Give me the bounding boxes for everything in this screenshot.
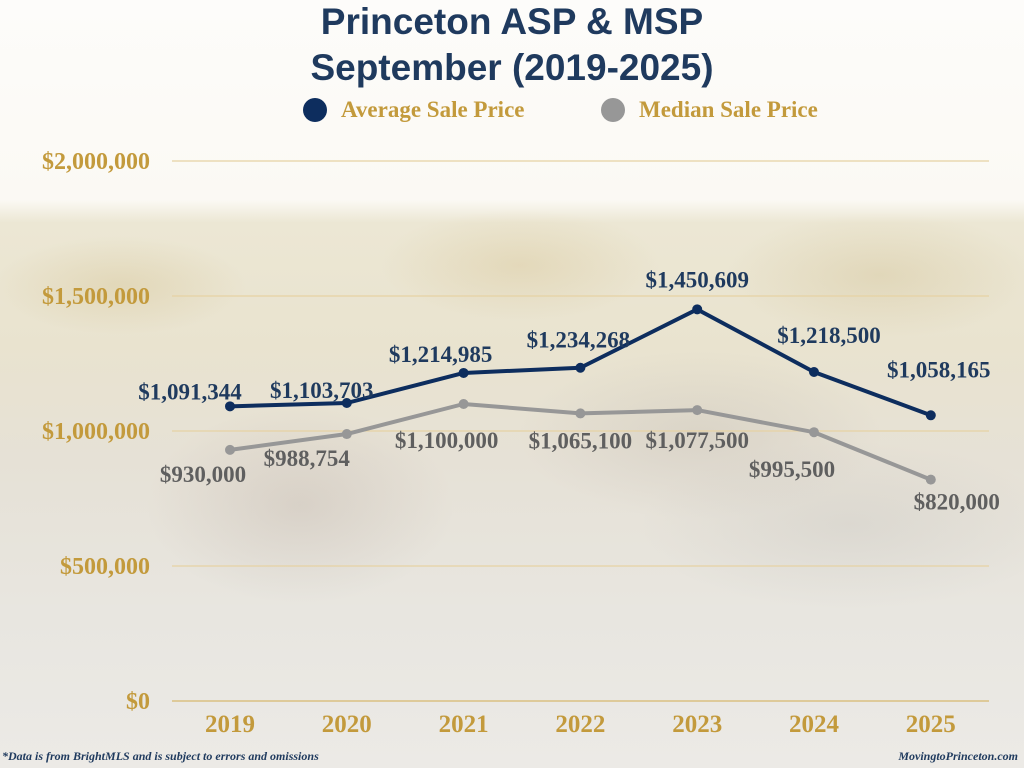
y-tick-label: $1,000,000 xyxy=(42,419,150,445)
chart-subtitle: September (2019-2025) xyxy=(310,47,714,88)
chart-title: Princeton ASP & MSP xyxy=(320,1,704,42)
data-point-median xyxy=(809,427,819,438)
site-credit: MovingtoPrinceton.com xyxy=(898,749,1018,763)
data-point-average xyxy=(925,410,936,421)
data-labels: $1,091,344 $1,103,703 $1,214,985 $1,234,268… xyxy=(138,267,1000,514)
x-tick-label: 2025 xyxy=(906,711,956,738)
series-points xyxy=(225,304,936,485)
data-point-average xyxy=(575,362,586,373)
data-label-median: $1,100,000 xyxy=(395,428,499,453)
data-point-median xyxy=(225,444,235,455)
data-label-median: $1,077,500 xyxy=(645,428,749,453)
data-label-average: $1,091,344 xyxy=(138,379,242,404)
y-tick-label: $0 xyxy=(126,689,150,715)
data-point-median xyxy=(341,429,352,440)
data-point-median xyxy=(458,399,469,409)
legend: Average Sale Price Median Sale Price xyxy=(0,97,1024,127)
y-tick-label: $2,000,000 xyxy=(42,149,150,175)
x-tick-label: 2024 xyxy=(789,711,840,738)
y-axis-ticks: $0 $500,000 $1,000,000 $1,500,000 $2,000,000 xyxy=(42,149,150,715)
data-label-median: $820,000 xyxy=(914,490,1000,515)
data-point-average xyxy=(458,367,469,378)
data-label-average: $1,214,985 xyxy=(389,342,493,367)
legend-marker-median-icon xyxy=(601,98,625,122)
legend-marker-average-icon xyxy=(303,98,327,122)
data-label-median: $995,500 xyxy=(749,457,835,482)
x-tick-label: 2019 xyxy=(205,711,255,738)
data-label-median: $1,065,100 xyxy=(529,428,633,453)
x-tick-label: 2023 xyxy=(672,711,722,738)
data-point-average xyxy=(692,304,703,315)
y-tick-label: $500,000 xyxy=(60,554,150,580)
data-label-median: $930,000 xyxy=(160,462,246,487)
data-point-average xyxy=(341,398,352,409)
data-point-median xyxy=(575,408,586,419)
legend-label-median: Median Sale Price xyxy=(639,97,818,122)
data-point-average xyxy=(809,367,819,378)
data-label-average: $1,103,703 xyxy=(270,378,374,403)
data-label-median: $988,754 xyxy=(264,446,351,471)
data-disclaimer: *Data is from BrightMLS and is subject t… xyxy=(2,749,319,763)
legend-label-average: Average Sale Price xyxy=(341,97,525,122)
x-tick-label: 2021 xyxy=(439,711,489,738)
data-label-average: $1,218,500 xyxy=(777,323,881,348)
data-label-average: $1,234,268 xyxy=(527,328,631,353)
data-label-average: $1,058,165 xyxy=(887,357,991,382)
data-point-median xyxy=(692,405,703,416)
legend-item-average: Average Sale Price xyxy=(303,97,524,123)
x-axis-ticks: 2019 2020 2021 2022 2023 2024 2025 xyxy=(205,711,956,738)
data-point-average xyxy=(225,401,235,412)
background-photo xyxy=(0,205,1024,768)
gridlines xyxy=(172,160,989,702)
data-point-median xyxy=(925,474,936,485)
x-tick-label: 2020 xyxy=(322,711,372,738)
legend-item-median: Median Sale Price xyxy=(601,97,818,123)
y-tick-label: $1,500,000 xyxy=(42,284,150,310)
data-label-average: $1,450,609 xyxy=(645,267,749,292)
x-tick-label: 2022 xyxy=(555,711,605,738)
